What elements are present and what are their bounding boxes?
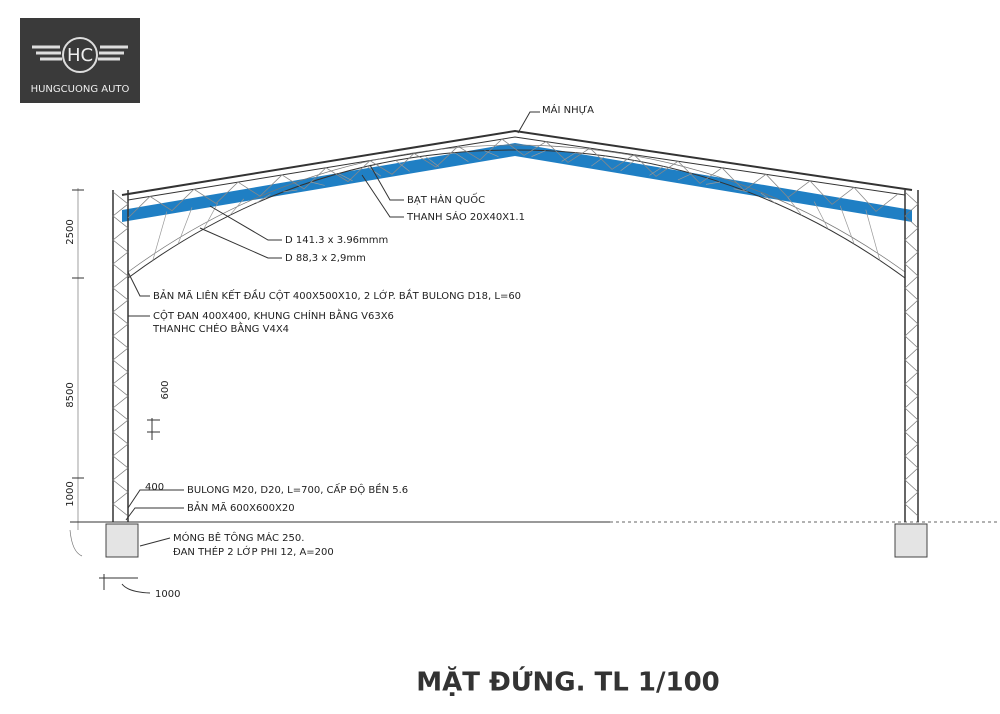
arch-brace <box>620 160 635 172</box>
label: D 141.3 x 3.96mmm <box>285 235 388 246</box>
arch-brace <box>813 201 829 230</box>
arch-brace <box>424 155 440 167</box>
label: MÁI NHỰA <box>542 103 594 116</box>
arch-brace <box>591 155 606 167</box>
arch-brace <box>561 152 576 162</box>
label: BẠT HÀN QUỐC <box>407 192 485 206</box>
arch-brace <box>338 173 353 182</box>
arch-brace <box>649 166 664 176</box>
truss-lacing <box>127 138 899 219</box>
top-chord-inner <box>127 136 906 201</box>
arch-brace <box>733 188 748 193</box>
arch-brace <box>395 160 410 172</box>
title: MẶT ĐỨNG. TL 1/100 <box>416 666 720 698</box>
arch-brace <box>454 152 469 162</box>
label: ĐAN THÉP 2 LỚP PHI 12, A=200 <box>173 545 334 558</box>
logo-wings <box>32 45 128 61</box>
dim-text: 600 <box>160 380 171 399</box>
dim-text: 8500 <box>65 382 76 407</box>
dim-ticks <box>72 189 84 523</box>
logo-mark: HC <box>67 45 93 66</box>
dim-ticks <box>147 418 160 440</box>
label: MÓNG BÊ TÔNG MÁC 250. <box>173 531 304 544</box>
arch-brace <box>283 189 298 193</box>
label: BẢN MÃ 600X600X20 <box>187 500 295 514</box>
leader <box>199 227 282 259</box>
label: BULONG M20, D20, L=700, CẤP ĐỘ BỀN 5.6 <box>187 482 408 496</box>
arch-brace <box>705 181 721 185</box>
dim-text: 400 <box>145 482 164 493</box>
arch-brace <box>203 203 218 230</box>
label: D 88,3 x 2,9mm <box>285 253 366 264</box>
dim-ticks <box>99 574 151 594</box>
column-lacing <box>904 191 919 517</box>
arch-brace <box>229 198 245 216</box>
footing <box>894 523 928 558</box>
logo-name: HUNGCUONG AUTO <box>31 84 130 95</box>
label: CỘT ĐAN 400X400, KHUNG CHÍNH BẰNG V63X6 <box>153 308 394 322</box>
leader <box>127 489 184 509</box>
logo-ring <box>62 37 98 73</box>
label: BẢN MÃ LIÊN KẾT ĐẦU CỘT 400X500X10, 2 LỚ… <box>153 288 521 302</box>
arch-brace <box>760 192 776 204</box>
arch-inner <box>127 144 906 273</box>
arch-brace <box>865 209 881 261</box>
arch-brace <box>531 150 546 157</box>
arch-brace <box>152 211 168 261</box>
leader <box>127 271 150 297</box>
top-chord <box>121 129 913 196</box>
arch-brace <box>787 197 803 216</box>
arch-brace <box>839 205 855 245</box>
arch-brace <box>310 181 325 186</box>
arch-brace <box>484 150 499 158</box>
dim-text: 2500 <box>65 219 76 244</box>
arch-brace <box>177 207 193 245</box>
leader <box>361 174 404 218</box>
label: THANH SÁO 20X40X1.1 <box>406 210 525 223</box>
leader <box>139 537 171 547</box>
leader <box>209 205 282 241</box>
leader <box>369 164 404 201</box>
leader <box>517 111 540 134</box>
arch-brace <box>677 173 693 181</box>
dim-leader <box>69 529 83 557</box>
dim-text: 1000 <box>65 481 76 506</box>
footing <box>105 523 139 558</box>
leader <box>125 507 184 521</box>
arch <box>127 149 906 279</box>
column-lacing <box>112 191 129 517</box>
label: THANHC CHÉO BẰNG V4X4 <box>152 321 289 335</box>
lattice <box>112 138 919 522</box>
arch-brace <box>256 194 271 204</box>
dim-text: 1000 <box>155 589 180 600</box>
